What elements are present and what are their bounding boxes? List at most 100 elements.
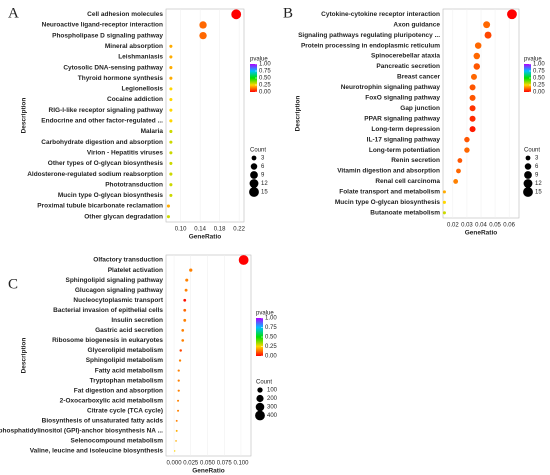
- x-tick-label: 0.050: [200, 461, 216, 467]
- category-label: Cytosolic DNA-sensing pathway: [63, 64, 163, 71]
- size-key-label: 3: [261, 156, 265, 162]
- x-axis-title: GeneRatio: [189, 234, 222, 241]
- color-bar: [250, 64, 257, 92]
- y-axis-title: Description: [21, 338, 28, 374]
- category-label: Spinocerebellar ataxia: [371, 53, 440, 60]
- color-legend-title: pvalue: [256, 311, 274, 317]
- dot: [177, 409, 180, 412]
- size-key: [523, 187, 533, 197]
- dot: [178, 359, 182, 362]
- x-axis-title: GeneRatio: [192, 468, 225, 475]
- category-label: IL-17 signaling pathway: [367, 136, 441, 143]
- category-label: Axon guidance: [393, 21, 440, 28]
- dot: [169, 108, 173, 112]
- x-tick-label: 0.025: [183, 461, 199, 467]
- size-key: [255, 410, 265, 421]
- x-tick-label: 0.10: [175, 227, 187, 233]
- color-tick-label: 0.50: [265, 335, 277, 341]
- dot: [179, 349, 182, 352]
- category-label: Leishmaniasis: [118, 54, 163, 61]
- dot: [169, 193, 173, 197]
- x-tick-label: 0.04: [475, 223, 487, 229]
- dot: [184, 288, 188, 292]
- panel-label: B: [283, 5, 293, 21]
- color-tick-label: 0.75: [533, 69, 545, 75]
- category-label: Glycosylphosphatidylinositol (GPI)-ancho…: [0, 428, 163, 435]
- x-tick-label: 0.18: [214, 227, 226, 233]
- category-label: Biosynthesis of unsaturated fatty acids: [42, 418, 164, 425]
- category-label: Mucin type O-glycan biosynthesis: [335, 199, 440, 206]
- dot: [442, 200, 446, 204]
- panel-label: A: [8, 5, 19, 21]
- category-label: Selenocompound metabolism: [71, 438, 164, 445]
- category-label: RIG-I-like receptor signaling pathway: [49, 107, 164, 114]
- category-label: Ribosome biogenesis in eukaryotes: [52, 337, 163, 344]
- size-key: [251, 155, 257, 161]
- dot: [484, 31, 492, 39]
- color-tick-label: 0.75: [259, 69, 271, 75]
- dot: [175, 440, 177, 442]
- size-key-label: 200: [267, 396, 278, 402]
- plot-area: [165, 254, 252, 457]
- x-tick-label: 0.22: [233, 227, 245, 233]
- dot: [181, 339, 185, 342]
- panel-label: C: [8, 276, 18, 292]
- category-label: Butanoate metabolism: [370, 209, 440, 216]
- dot: [453, 179, 459, 184]
- dot: [199, 21, 207, 29]
- category-label: Sphingolipid signaling pathway: [66, 277, 164, 284]
- category-label: Signaling pathways regulating pluripoten…: [298, 32, 440, 39]
- x-tick-label: 0.075: [217, 461, 233, 467]
- color-tick-label: 0.75: [265, 325, 277, 331]
- size-key: [524, 163, 532, 170]
- category-label: 2-Oxocarboxylic acid metabolism: [60, 397, 164, 404]
- dot: [169, 140, 173, 144]
- size-key: [523, 179, 533, 188]
- category-label: Long-term depression: [371, 126, 440, 133]
- category-label: Carbohydrate digestion and absorption: [41, 139, 163, 146]
- color-bar: [524, 64, 531, 92]
- category-label: FoxO signaling pathway: [365, 95, 440, 102]
- category-label: Valine, leucine and isoleucine biosynthe…: [30, 448, 164, 455]
- y-axis-title: Description: [295, 96, 302, 132]
- dot: [474, 42, 482, 49]
- category-label: Cell adhesion molecules: [87, 11, 163, 18]
- dot: [169, 129, 173, 134]
- color-legend-title: pvalue: [250, 57, 268, 63]
- dot: [181, 329, 185, 332]
- size-key: [250, 171, 258, 179]
- size-key-label: 15: [535, 190, 542, 196]
- size-key-label: 400: [267, 413, 278, 419]
- dot: [469, 115, 476, 122]
- size-key-label: 100: [267, 388, 278, 394]
- category-label: Citrate cycle (TCA cycle): [87, 407, 163, 414]
- color-tick-label: 0.50: [533, 76, 545, 82]
- size-key-label: 15: [261, 190, 268, 196]
- x-tick-label: 0.06: [503, 223, 515, 229]
- dot: [177, 369, 180, 372]
- dot: [166, 204, 170, 208]
- x-tick-label: 0.14: [194, 227, 206, 233]
- category-label: Endocrine and other factor-regulated ...: [41, 118, 163, 125]
- category-label: Fat digestion and absorption: [74, 387, 163, 394]
- size-legend-title: Count: [524, 148, 540, 154]
- dot: [231, 9, 242, 20]
- category-label: Long-term potentiation: [369, 147, 440, 154]
- category-label: Glucagon signaling pathway: [75, 287, 164, 294]
- dot: [169, 183, 173, 187]
- dot: [442, 211, 446, 215]
- category-label: Insulin secretion: [111, 317, 163, 324]
- category-label: Aldosterone-regulated sodium reabsorptio…: [27, 171, 163, 178]
- size-key-label: 12: [261, 181, 268, 187]
- dot: [169, 87, 173, 91]
- category-label: Renin secretion: [391, 157, 440, 164]
- category-label: Malaria: [141, 128, 164, 135]
- category-label: Gap junction: [400, 105, 440, 112]
- color-tick-label: 0.50: [259, 76, 271, 82]
- category-label: Protein processing in endoplasmic reticu…: [301, 42, 440, 49]
- category-label: Gastric acid secretion: [95, 327, 163, 334]
- category-label: Nucleocytoplasmic transport: [73, 297, 163, 304]
- dot: [185, 278, 189, 282]
- dot: [442, 190, 446, 194]
- category-label: Bacterial invasion of epithelial cells: [53, 307, 163, 314]
